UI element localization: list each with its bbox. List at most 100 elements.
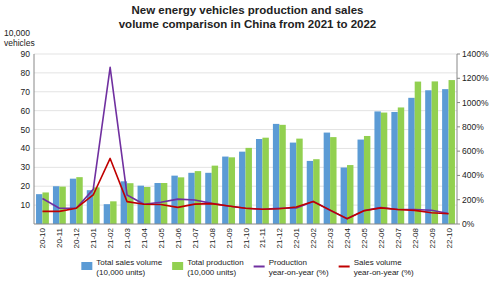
legend-swatch [254, 266, 265, 268]
x-tick-label: 22-03 [326, 227, 335, 248]
bar [449, 80, 455, 224]
x-tick-label: 22-04 [343, 227, 352, 248]
bar [229, 157, 235, 224]
bar [110, 201, 116, 224]
legend: Total sales volume(10,000 units) Total pr… [81, 258, 414, 277]
bar [398, 107, 404, 224]
x-tick-label: 20-10 [38, 227, 47, 248]
bar [296, 139, 302, 224]
bar [36, 194, 42, 224]
legend-label: Productionyear-on-year (%) [269, 258, 329, 277]
bar [347, 165, 353, 224]
x-axis-line [34, 224, 457, 225]
bar [239, 152, 245, 224]
x-tick-label: 20-11 [55, 227, 64, 247]
bar [195, 171, 201, 224]
x-tick-label: 20-12 [72, 227, 81, 248]
y-axis-label: 10,000vehicles [4, 28, 35, 48]
bar [415, 82, 421, 224]
legend-item: Sales volumeyear-on-year (%) [339, 258, 414, 277]
legend-item: Total sales volume(10,000 units) [81, 258, 162, 277]
bar [222, 157, 228, 224]
bar [70, 179, 76, 224]
grid-line [34, 72, 457, 73]
y-tick-label: 90 [21, 49, 31, 59]
bar [212, 166, 218, 224]
bar [205, 173, 211, 224]
bar [313, 159, 319, 224]
grid-line [34, 54, 457, 55]
x-tick-label: 22-08 [410, 227, 419, 248]
bar [76, 177, 82, 224]
x-tick-label: 22-05 [359, 227, 368, 248]
legend-item: Total production(10,000 units) [172, 258, 243, 277]
bar [178, 177, 184, 224]
x-tick-label: 21-04 [139, 227, 148, 248]
bar [408, 98, 414, 224]
chart: New energy vehicles production and sales… [0, 0, 495, 291]
y-tick-label: 20 [21, 181, 31, 191]
y-tick-label: 50 [21, 125, 31, 135]
x-tick-label: 22-10 [444, 227, 453, 248]
y-axis-line [34, 54, 35, 224]
y-tick-label: 60 [21, 106, 31, 116]
x-tick-label: 21-07 [190, 227, 199, 248]
grid-line [34, 91, 457, 92]
x-tick-label: 22-06 [376, 227, 385, 248]
bar [59, 187, 65, 224]
x-tick-label: 21-01 [89, 227, 98, 248]
legend-label: Sales volumeyear-on-year (%) [354, 258, 414, 277]
grid-line [34, 110, 457, 111]
bar [442, 89, 448, 224]
lines [42, 67, 448, 218]
bar [307, 161, 313, 224]
x-tick-label: 21-08 [207, 227, 216, 248]
legend-label: Total production(10,000 units) [187, 258, 243, 277]
legend-swatch [172, 262, 183, 270]
x-tick-label: 21-09 [224, 227, 233, 248]
legend-swatch [339, 266, 350, 268]
y-tick-label: 30 [21, 162, 31, 172]
bar [256, 139, 262, 224]
y2-tick-label: 1400% [462, 49, 489, 59]
bar [161, 183, 167, 224]
x-tick-label: 21-12 [275, 227, 284, 248]
y-tick-label: 80 [21, 68, 31, 78]
x-tick-label: 22-01 [292, 227, 301, 248]
y-tick-label: 10 [21, 200, 31, 210]
y2-tick-label: 400% [462, 170, 484, 180]
bar [144, 187, 150, 224]
x-tick-label: 22-09 [427, 227, 436, 248]
legend-label: Total sales volume(10,000 units) [96, 258, 162, 277]
legend-swatch [81, 262, 92, 270]
x-tick-label: 21-03 [123, 227, 132, 248]
y2-tick-label: 0% [462, 219, 475, 229]
bar [104, 204, 110, 224]
title: New energy vehicles production and sales… [119, 4, 377, 30]
bar [290, 143, 296, 224]
x-tick-label: 21-02 [106, 227, 115, 248]
bar [262, 138, 268, 224]
y2-tick-label: 1200% [462, 73, 489, 83]
line [42, 67, 448, 218]
x-tick-label: 21-10 [241, 227, 250, 248]
x-tick-label: 21-05 [156, 227, 165, 248]
bar [42, 192, 48, 224]
x-tick-label: 22-07 [393, 227, 402, 248]
bar [432, 81, 438, 224]
y2-tick-label: 600% [462, 146, 484, 156]
bar [127, 183, 133, 224]
y-tick-label: 40 [21, 143, 31, 153]
legend-item: Productionyear-on-year (%) [254, 258, 329, 277]
bar [425, 90, 431, 224]
bar [188, 173, 194, 224]
y2-tick-label: 200% [462, 195, 484, 205]
x-tick-label: 22-02 [309, 227, 318, 248]
bar [391, 112, 397, 224]
bar [246, 148, 252, 224]
x-tick-label: 21-06 [173, 227, 182, 248]
line [42, 158, 448, 218]
x-tick-label: 21-11 [258, 227, 267, 247]
y2-axis-line [457, 54, 458, 224]
y2-tick-label: 800% [462, 122, 484, 132]
